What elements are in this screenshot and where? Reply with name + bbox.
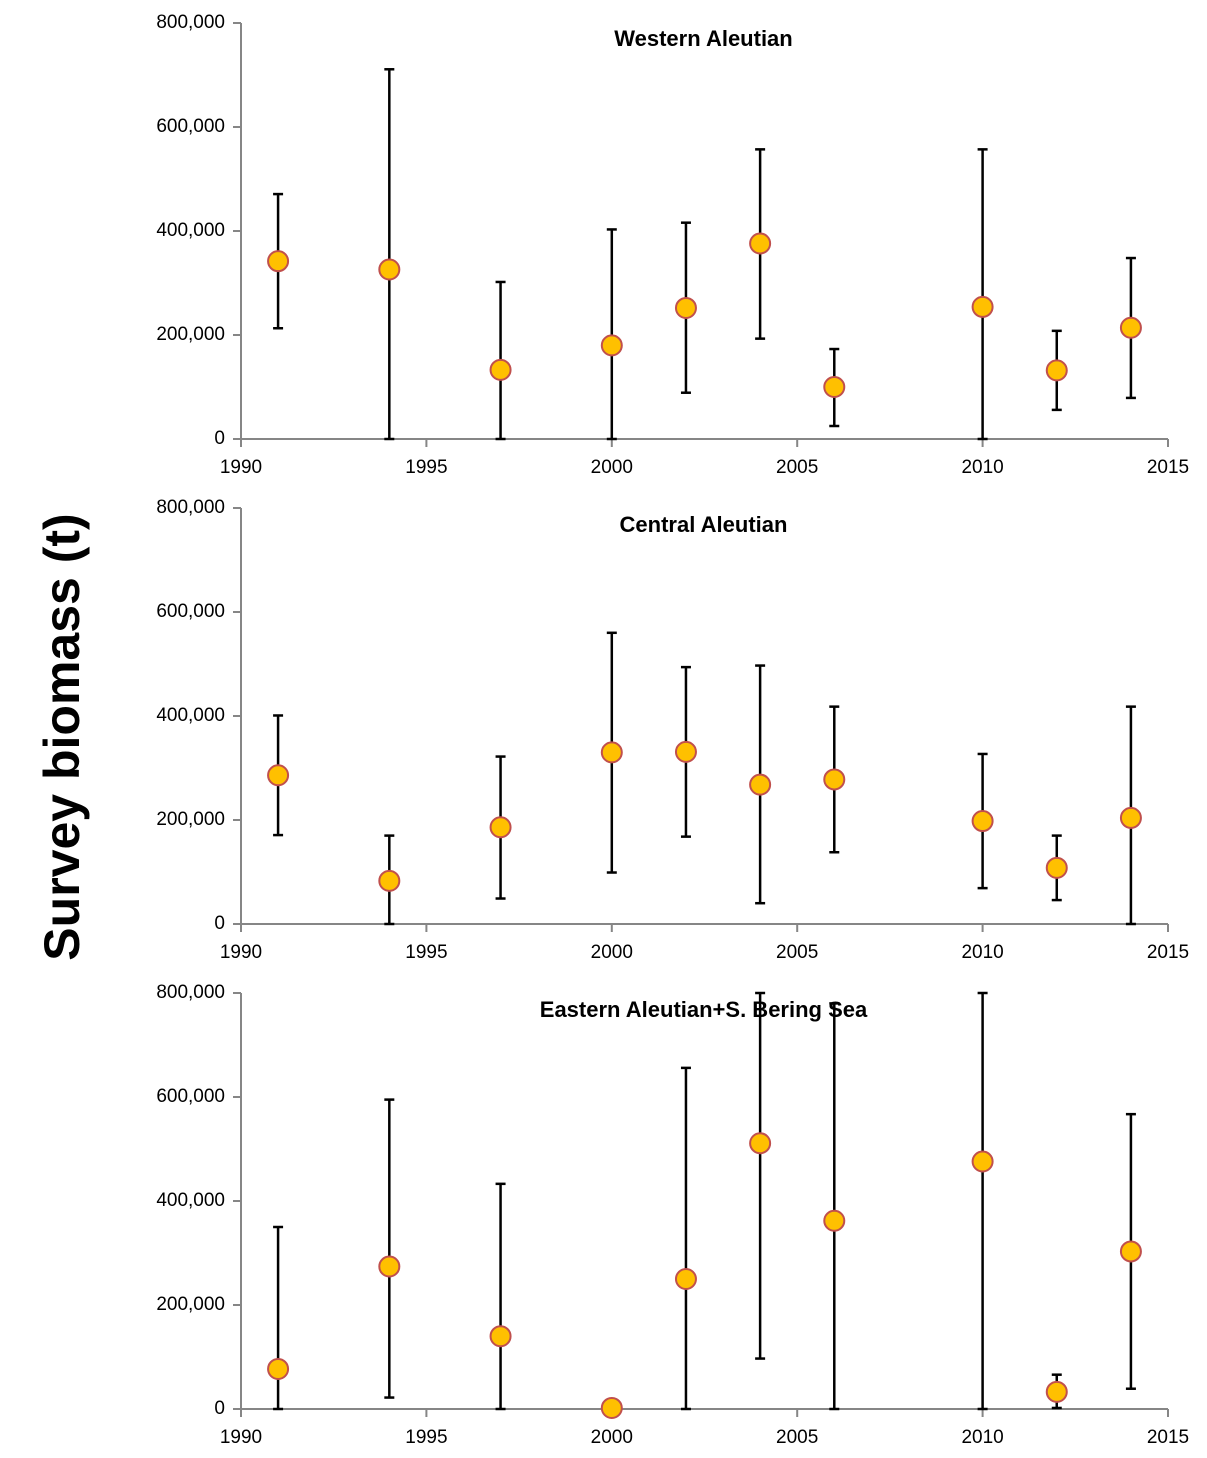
data-point [1045, 1380, 1068, 1403]
data-point [1119, 806, 1142, 829]
data-point [267, 1357, 290, 1380]
x-tick-label: 1995 [405, 457, 447, 478]
y-tick-label: 400,000 [156, 705, 225, 726]
x-tick-label: 1990 [220, 942, 262, 963]
data-point [971, 295, 994, 318]
y-tick-label: 800,000 [156, 982, 225, 1003]
y-axis-label: Survey biomass (t) [34, 513, 90, 960]
data-point [489, 816, 512, 839]
data-point [823, 376, 846, 398]
chart-panel: 0 200,000 400,000 600,000 800,000 1990 1995 200… [156, 982, 1189, 1448]
y-tick-label: 600,000 [156, 601, 225, 622]
x-tick-label: 2005 [776, 1427, 818, 1448]
y-tick-label: 0 [214, 1398, 225, 1419]
y-tick-label: 200,000 [156, 324, 225, 345]
x-tick-label: 2005 [776, 942, 818, 963]
data-point [600, 741, 623, 764]
data-point [378, 1255, 401, 1278]
data-point [600, 1396, 623, 1419]
y-tick-label: 200,000 [156, 1294, 225, 1315]
y-tick-label: 200,000 [156, 809, 225, 830]
x-tick-label: 2000 [591, 942, 633, 963]
x-tick-label: 2010 [961, 1427, 1003, 1448]
data-point [489, 358, 512, 381]
x-tick-label: 2015 [1147, 457, 1189, 478]
data-point [749, 232, 772, 255]
data-point [674, 1268, 697, 1290]
y-tick-label: 0 [214, 913, 225, 934]
y-tick-label: 800,000 [156, 12, 225, 33]
x-tick-label: 2010 [961, 942, 1003, 963]
y-tick-label: 0 [214, 428, 225, 449]
data-point [749, 773, 772, 796]
data-point [489, 1325, 512, 1348]
chart-panel: 0 200,000 400,000 600,000 800,000 1990 1995 200… [156, 497, 1189, 963]
x-tick-label: 2000 [591, 1427, 633, 1448]
panel-title: Western Aleutian [614, 26, 792, 51]
data-point [1045, 359, 1068, 382]
x-tick-label: 1995 [405, 942, 447, 963]
data-point [823, 768, 846, 791]
panels: 0 200,000 400,000 600,000 800,000 1990 1995 200… [156, 12, 1189, 1448]
x-tick-label: 2005 [776, 457, 818, 478]
x-tick-label: 2000 [591, 457, 633, 478]
panel-title: Central Aleutian [620, 512, 788, 537]
data-point [1119, 316, 1142, 339]
data-point [749, 1132, 772, 1155]
x-tick-label: 1990 [220, 1427, 262, 1448]
data-point [600, 334, 623, 357]
x-tick-label: 1995 [405, 1427, 447, 1448]
y-tick-label: 800,000 [156, 497, 225, 518]
data-point [674, 740, 697, 763]
data-point [378, 258, 401, 281]
data-point [971, 1150, 994, 1173]
data-point [267, 250, 290, 273]
y-tick-label: 400,000 [156, 220, 225, 241]
y-tick-label: 600,000 [156, 116, 225, 137]
data-point [674, 296, 697, 319]
data-point [378, 869, 401, 892]
data-point [267, 764, 290, 787]
x-tick-label: 1990 [220, 457, 262, 478]
x-tick-label: 2015 [1147, 1427, 1189, 1448]
data-point [1045, 856, 1068, 879]
chart-panel: 0 200,000 400,000 600,000 800,000 1990 1995 200… [156, 12, 1189, 478]
x-tick-label: 2010 [961, 457, 1003, 478]
data-point [823, 1209, 846, 1232]
data-point [1119, 1240, 1142, 1263]
y-tick-label: 400,000 [156, 1190, 225, 1211]
y-tick-label: 600,000 [156, 1086, 225, 1107]
panel-title: Eastern Aleutian+S. Bering Sea [540, 997, 868, 1022]
x-tick-label: 2015 [1147, 942, 1189, 963]
data-point [971, 810, 994, 833]
